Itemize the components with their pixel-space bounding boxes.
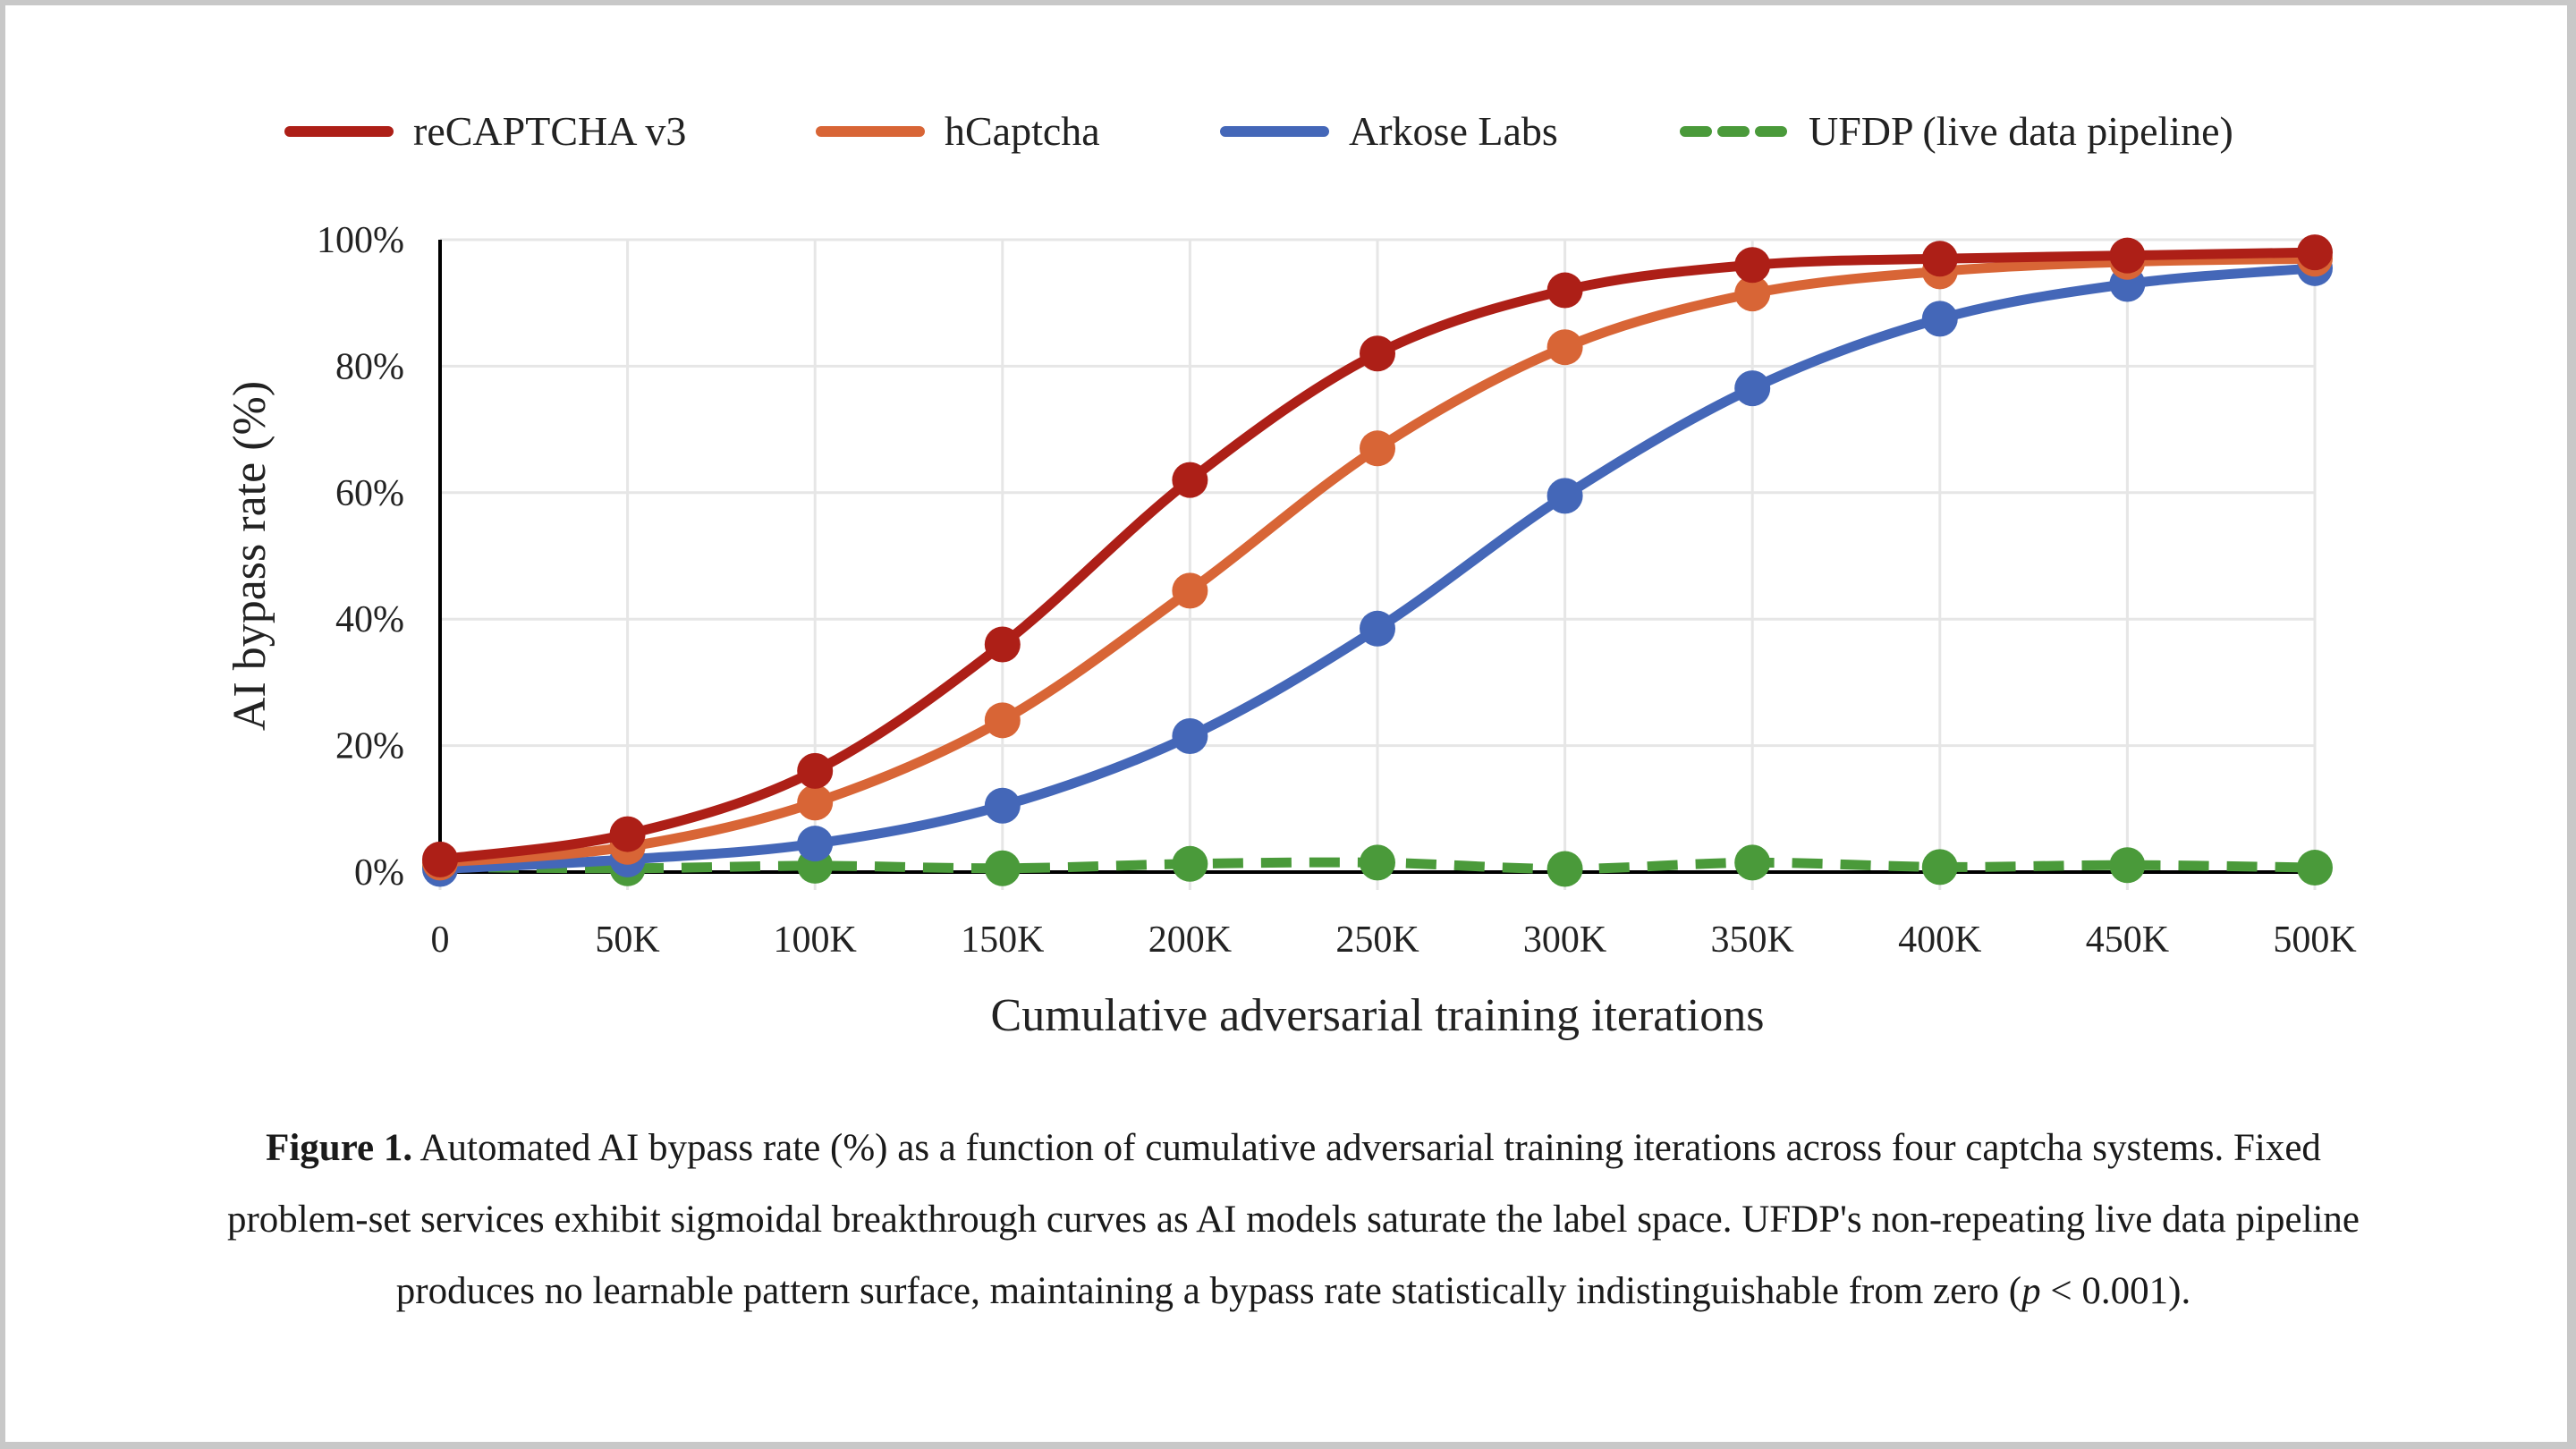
y-tick-label: 100% <box>317 220 404 261</box>
data-point <box>1360 610 1395 647</box>
x-tick-label: 500K <box>2273 919 2356 961</box>
data-point <box>1921 301 1958 337</box>
data-point <box>984 626 1021 663</box>
x-tick-label: 100K <box>774 919 857 961</box>
figure-frame: reCAPTCHA v3 hCaptcha Arkose Labs UFDP (liv… <box>5 5 2567 1442</box>
data-point <box>1734 370 1771 407</box>
legend-item-ufdp-live-data-pipeline: UFDP (live data pipeline) <box>1680 108 2233 154</box>
series-group <box>422 234 2333 887</box>
legend-label: reCAPTCHA v3 <box>413 108 686 154</box>
x-tick-label: 250K <box>1335 919 1419 961</box>
data-point <box>984 850 1021 886</box>
data-point <box>609 816 646 852</box>
data-point <box>1172 845 1208 882</box>
legend-label: Arkose Labs <box>1349 108 1558 154</box>
data-point <box>984 787 1021 824</box>
caption-p-symbol: p <box>2021 1270 2041 1312</box>
figure-caption: Figure 1. Automated AI bypass rate (%) a… <box>220 1113 2367 1327</box>
data-point <box>1360 335 1395 372</box>
data-point <box>984 702 1021 739</box>
data-point <box>2109 847 2146 884</box>
data-point <box>1172 717 1208 754</box>
y-axis-title: AI bypass rate (%) <box>225 381 275 731</box>
y-tick-label: 0% <box>354 852 404 894</box>
data-point <box>1546 329 1583 366</box>
x-tick-label: 350K <box>1711 919 1794 961</box>
y-tick-label: 20% <box>335 726 404 767</box>
legend: reCAPTCHA v3 hCaptcha Arkose Labs UFDP (liv… <box>284 108 2233 154</box>
x-tick-label: 150K <box>961 919 1044 961</box>
x-tick-label: 400K <box>1898 919 1981 961</box>
x-tick-label: 50K <box>595 919 659 961</box>
caption-text-2: < 0.001). <box>2040 1270 2191 1312</box>
legend-label: UFDP (live data pipeline) <box>1809 108 2233 154</box>
caption-label: Figure 1. <box>266 1127 413 1169</box>
data-point <box>797 784 834 821</box>
x-axis-title: Cumulative adversarial training iteratio… <box>991 990 1765 1041</box>
data-point <box>797 752 834 789</box>
x-tick-label: 0 <box>431 919 450 961</box>
data-point <box>1734 247 1771 284</box>
x-tick-label: 450K <box>2086 919 2169 961</box>
legend-item-recaptcha-v3: reCAPTCHA v3 <box>284 108 686 154</box>
data-point <box>1546 851 1583 887</box>
data-point <box>1172 572 1208 609</box>
axis-labels: 0% 20% 40% 60% 80% 100% 0 50K 100K 150K 200K 250K 30… <box>225 220 2357 1041</box>
data-point <box>2109 237 2146 274</box>
data-point <box>1360 430 1395 467</box>
data-point <box>1360 844 1395 881</box>
data-point <box>1172 462 1208 498</box>
y-tick-label: 80% <box>335 346 404 387</box>
y-tick-label: 60% <box>335 473 404 514</box>
data-point <box>1734 844 1771 881</box>
data-point <box>1921 241 1958 277</box>
data-point <box>1921 849 1958 886</box>
data-point <box>2297 850 2333 886</box>
chart: reCAPTCHA v3 hCaptcha Arkose Labs UFDP (liv… <box>225 108 2357 1041</box>
data-point <box>1546 478 1583 514</box>
data-point <box>1734 275 1771 312</box>
legend-item-arkose-labs: Arkose Labs <box>1220 108 1558 154</box>
x-tick-label: 200K <box>1148 919 1232 961</box>
data-point <box>797 826 834 862</box>
caption-text-1: Automated AI bypass rate (%) as a functi… <box>226 1127 2360 1312</box>
data-point <box>2297 234 2333 271</box>
y-tick-label: 40% <box>335 599 404 640</box>
x-tick-label: 300K <box>1523 919 1606 961</box>
data-point <box>1546 272 1583 309</box>
data-point <box>422 841 458 877</box>
legend-item-hcaptcha: hCaptcha <box>816 108 1100 154</box>
series-recaptcha-v3 <box>422 234 2333 877</box>
legend-label: hCaptcha <box>945 108 1100 154</box>
